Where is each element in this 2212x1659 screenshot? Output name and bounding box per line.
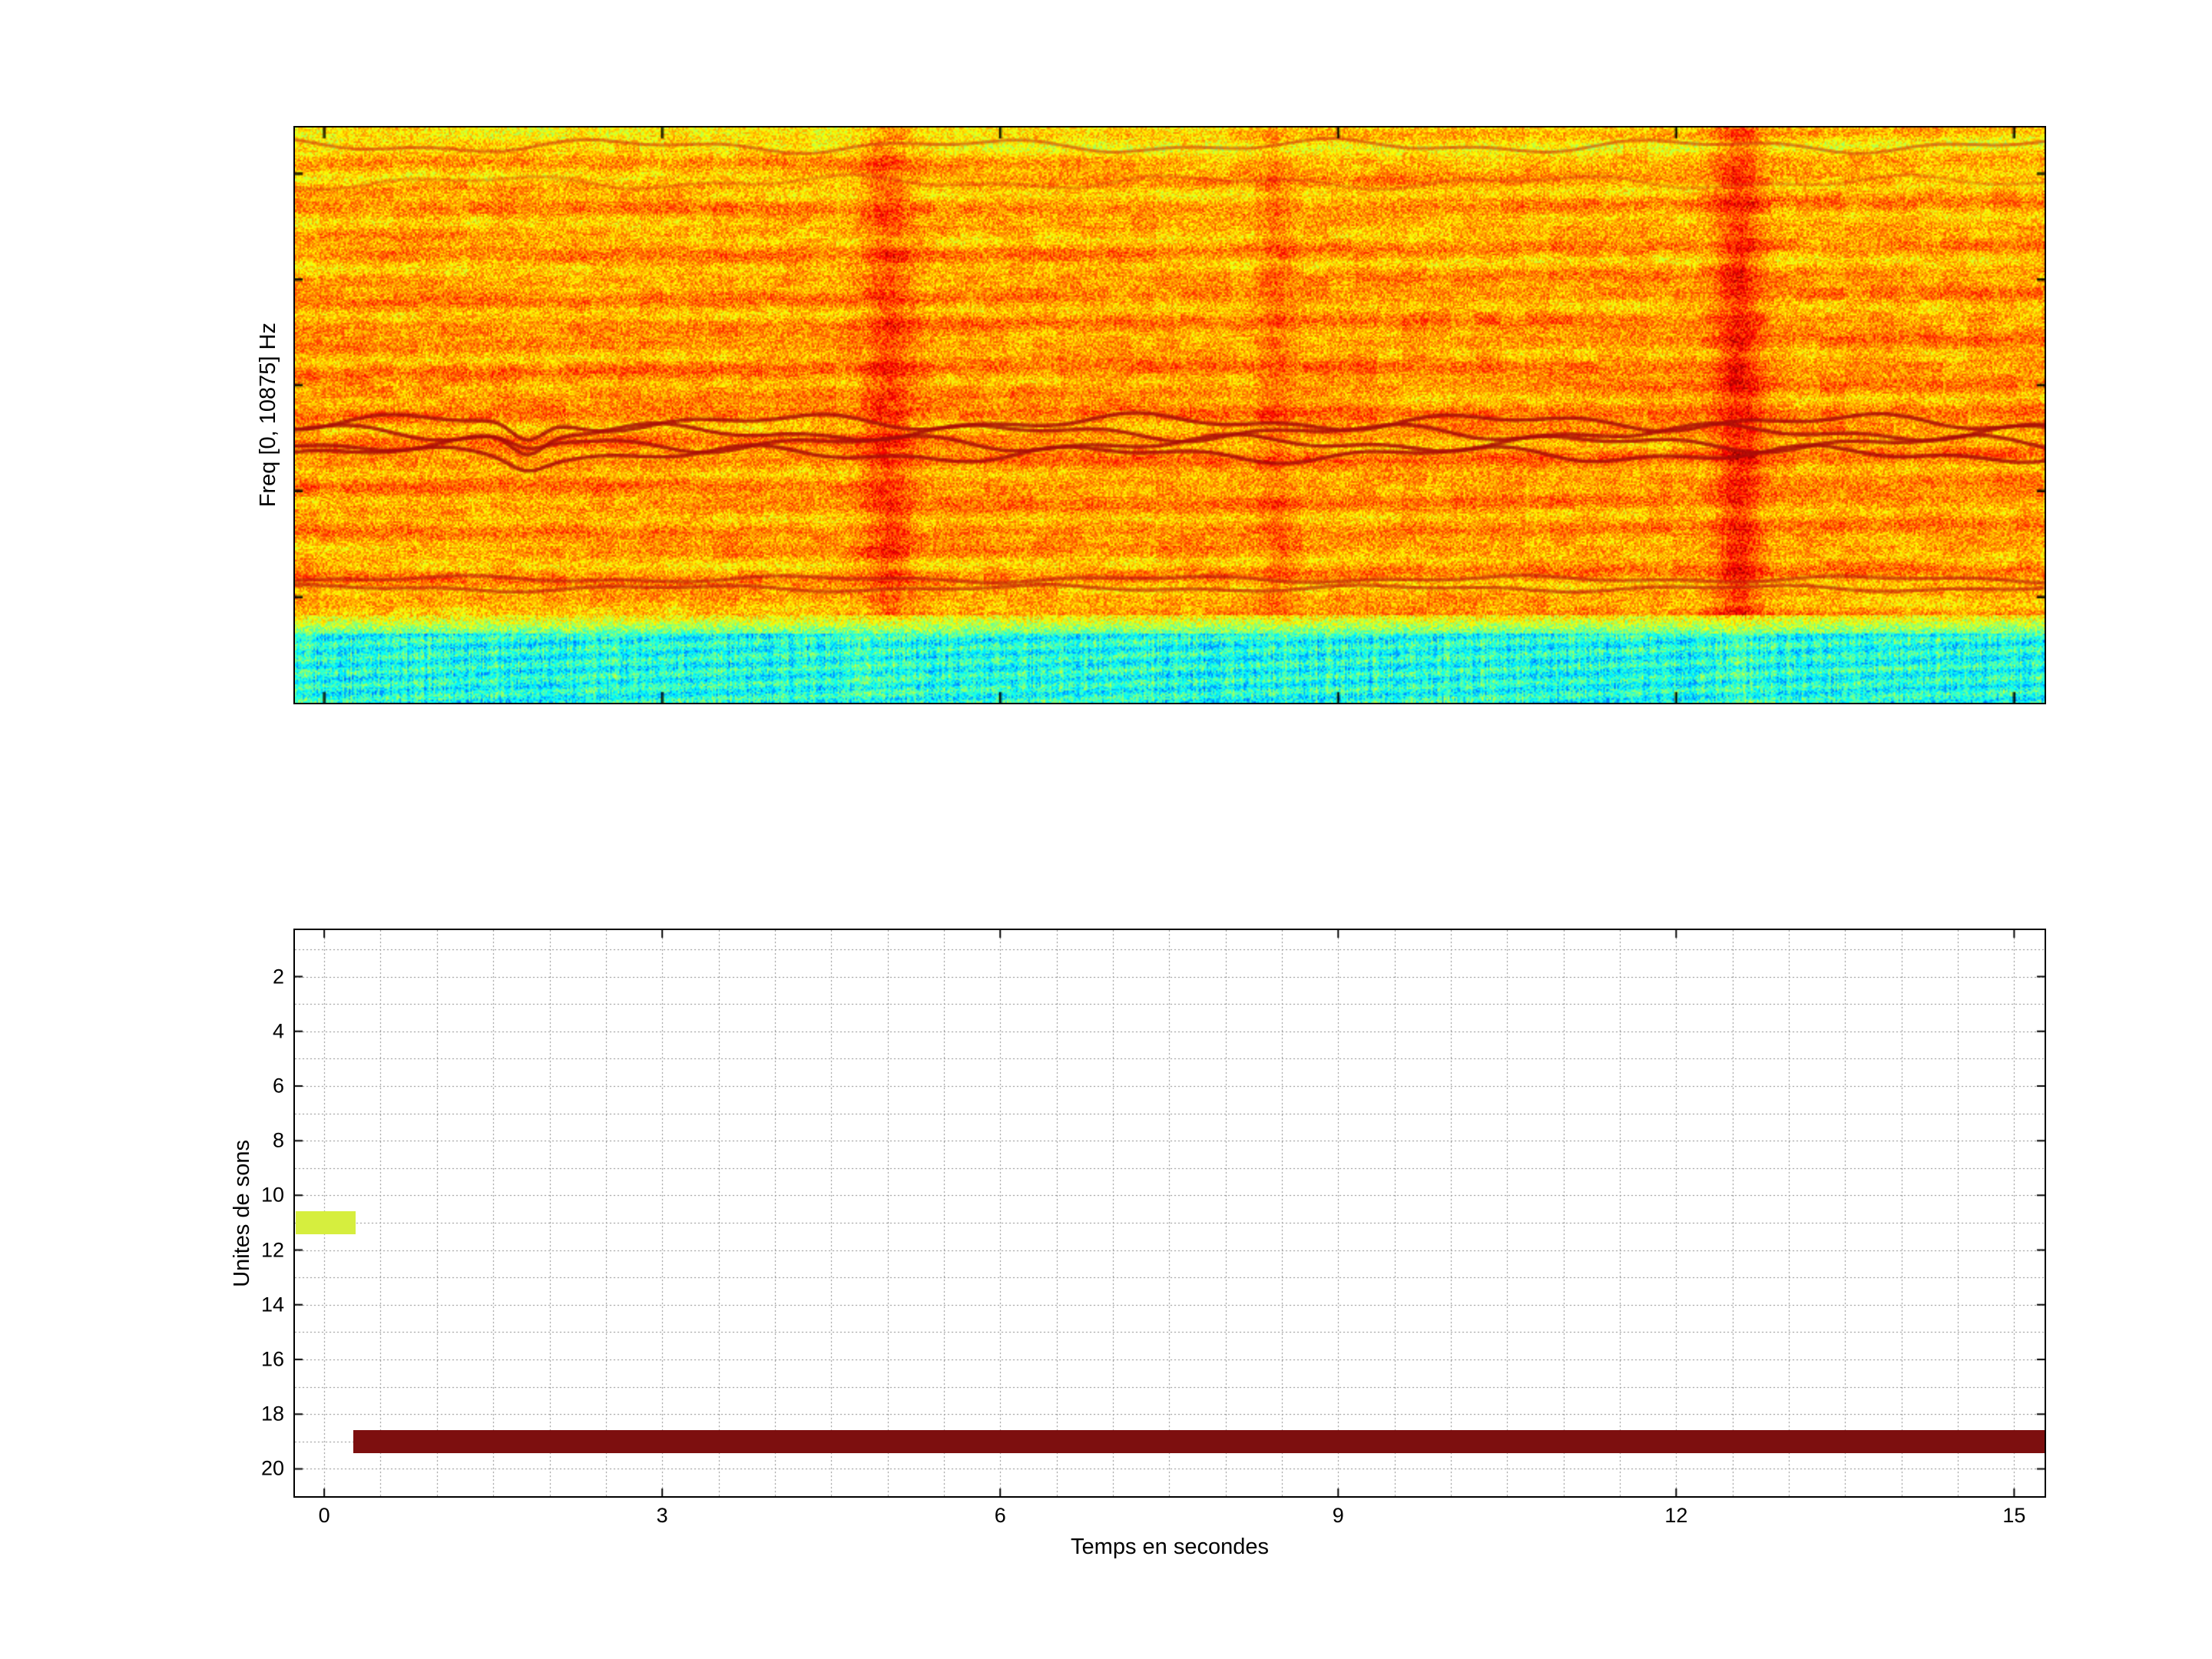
y-tick-label: 20	[260, 1456, 284, 1480]
x-tick-label: 6	[994, 1504, 1006, 1527]
y-tick-label: 4	[272, 1019, 284, 1043]
y-tick-label: 2	[272, 965, 284, 988]
x-tick-label: 15	[2002, 1504, 2026, 1527]
x-tick-label: 3	[656, 1504, 668, 1527]
y-tick-label: 6	[272, 1074, 284, 1098]
spectrogram-ylabel: Freq [0, 10875] Hz	[255, 323, 280, 508]
spectrogram-axes	[293, 126, 2046, 704]
spectrogram-canvas	[295, 127, 2045, 703]
spectrogram-ylabel-wrap: Freq [0, 10875] Hz	[250, 126, 286, 704]
sound-unit-bar-1	[296, 1210, 356, 1235]
y-tick-label: 12	[260, 1238, 284, 1262]
units-xlabel: Temps en secondes	[1071, 1535, 1269, 1559]
y-tick-labels: 2 4 6 8 10 12 14 16 18 20	[184, 930, 284, 1496]
x-tick-labels: 0 3 6 9 12 15	[295, 1504, 2045, 1532]
x-tick-label: 9	[1332, 1504, 1344, 1527]
x-tick-label: 12	[1664, 1504, 1688, 1527]
units-grid-canvas	[295, 930, 2045, 1496]
y-tick-label: 14	[260, 1293, 284, 1316]
y-tick-label: 18	[260, 1402, 284, 1426]
y-tick-label: 16	[260, 1347, 284, 1371]
y-tick-label: 10	[260, 1183, 284, 1207]
sound-unit-bar-2	[353, 1429, 2045, 1453]
units-plot-area	[293, 929, 2046, 1498]
y-tick-label: 8	[272, 1128, 284, 1152]
x-tick-label: 0	[318, 1504, 330, 1527]
